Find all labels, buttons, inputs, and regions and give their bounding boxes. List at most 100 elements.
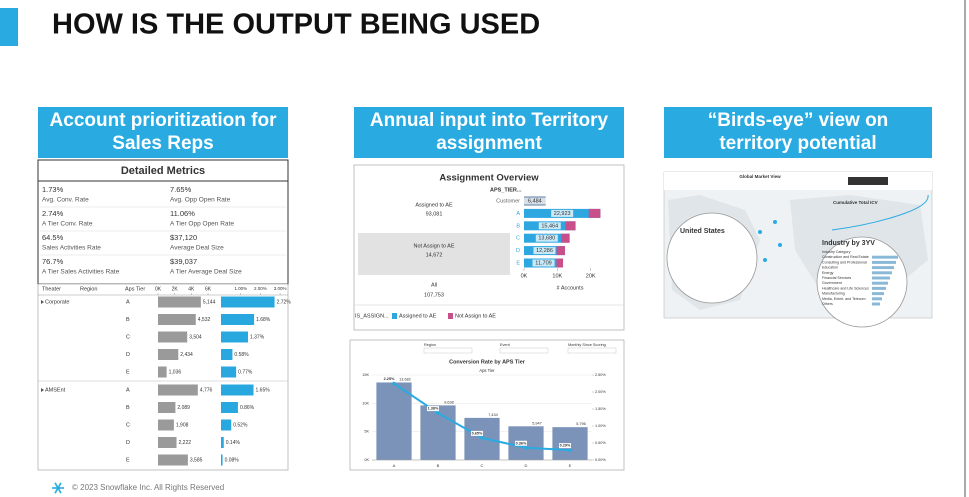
callout [816, 236, 908, 328]
rate-tick-label: 2.00% [254, 286, 267, 291]
tier-label: C [126, 334, 130, 340]
map-button [848, 177, 888, 185]
group-name: Corporate [45, 299, 69, 305]
metrics-title: Detailed Metrics [121, 165, 205, 177]
chart-subtitle: Aps Tier [479, 368, 495, 373]
summary-box [358, 233, 510, 275]
summary-value: 93,081 [426, 211, 443, 217]
count-tick-label: 0K [155, 286, 162, 292]
count-bar [158, 366, 167, 378]
rate-label: 0.65% [472, 431, 483, 435]
y2-tick-label: 2.00% [595, 390, 606, 394]
tier-label: D [126, 440, 130, 446]
rate-label: 0.08% [225, 457, 240, 463]
filter-dropdown [423, 347, 473, 354]
rate-bar [221, 402, 238, 413]
callout-item: Healthcare and Life Sciences [822, 286, 869, 290]
count-label: 5,796 [576, 422, 586, 426]
legend-title: IS_ASSIGN... [355, 313, 389, 319]
rate-bar [221, 366, 237, 378]
callout-item: Consulting and Professional [822, 260, 867, 264]
count-bar [158, 419, 174, 431]
category-label: A [393, 463, 396, 468]
label-bg [533, 247, 556, 255]
filter-label: Event [500, 343, 511, 347]
bar-label: 15,464 [541, 223, 558, 229]
label-bg [523, 197, 546, 205]
rate-label: 1.65% [256, 387, 271, 393]
y-tick-label: 5K [364, 430, 369, 434]
rate-point [568, 448, 572, 452]
tier-label: A [516, 211, 520, 217]
x-tick-label: 20K [586, 273, 596, 279]
rate-label: 2.25% [384, 377, 395, 381]
rate-label: 0.36% [516, 441, 527, 445]
section-heading-box [664, 107, 932, 158]
count-label: 1,036 [169, 369, 182, 375]
count-bar [158, 454, 188, 466]
metric-label: Avg. Opp Open Rate [170, 197, 231, 204]
count-tick-label: 2K [172, 286, 179, 292]
label-bg [535, 234, 558, 242]
y-tick-label: 15K [362, 373, 369, 377]
metric-label: A Tier Sales Activities Rate [42, 269, 120, 276]
count-label: 13,682 [399, 377, 411, 381]
legend-swatch [448, 313, 453, 319]
metric-value: 64.5% [42, 233, 64, 242]
map-dot [758, 230, 762, 234]
footer: © 2023 Snowflake Inc. All Rights Reserve… [52, 482, 224, 494]
category-label: D [525, 463, 528, 468]
count-bar [158, 296, 201, 308]
filter-dropdown [499, 347, 549, 354]
footer-text: © 2023 Snowflake Inc. All Rights Reserve… [72, 483, 224, 492]
rate-label: 0.77% [238, 369, 253, 375]
metric-value: 76.7% [42, 257, 64, 266]
snowflake-icon [52, 482, 64, 494]
column-header: Aps Tier [125, 286, 145, 292]
summary-label: All [431, 282, 437, 288]
expand-icon [41, 300, 44, 304]
callout-item: Manufacturing [822, 292, 845, 296]
summary-value: 107,753 [424, 292, 444, 298]
tier-label: Customer [496, 198, 520, 204]
metric-label: A Tier Average Deal Size [170, 269, 242, 276]
filter-dropdown [567, 347, 617, 354]
label-bg [515, 440, 527, 446]
metric-value: 1.73% [42, 185, 64, 194]
callout-bar [872, 297, 882, 301]
rate-point [480, 436, 484, 440]
label-bg [471, 430, 483, 436]
rate-bar [221, 349, 233, 360]
callout-bar [872, 281, 888, 285]
bar-label: 12,286 [536, 248, 553, 254]
callout-item: Construction and Real Estate [822, 255, 869, 259]
count-label: 9,638 [444, 400, 454, 404]
rate-tick-label: 1.00% [234, 286, 247, 291]
legend-label: Assigned to AE [399, 313, 437, 319]
callout-bar [872, 271, 892, 275]
count-bar [158, 314, 196, 325]
count-label: 2,089 [177, 405, 190, 411]
count-label: 4,776 [200, 387, 213, 393]
callout [666, 212, 758, 304]
callout-item: Others [822, 302, 833, 306]
callout-bar [872, 292, 884, 296]
callout-item: Media, Entmt. and Telecom [822, 297, 865, 301]
label-bg [551, 209, 574, 217]
y2-tick-label: 1.00% [595, 424, 606, 428]
metric-label: A Tier Opp Open Rate [170, 221, 234, 228]
callout-item: Financial Services [822, 276, 851, 280]
tier-label: C [516, 236, 520, 242]
tier-label: C [126, 422, 130, 428]
map-header [664, 172, 932, 190]
count-label: 7,434 [488, 413, 498, 417]
callout-bar [872, 276, 890, 280]
tier-label: E [126, 457, 130, 463]
expand-icon [41, 388, 44, 392]
metric-value: $39,037 [170, 257, 197, 266]
y-tick-label: 10K [362, 401, 369, 405]
tier-label: B [126, 317, 130, 323]
rate-bar [221, 331, 248, 343]
count-label: 1,908 [176, 422, 189, 428]
